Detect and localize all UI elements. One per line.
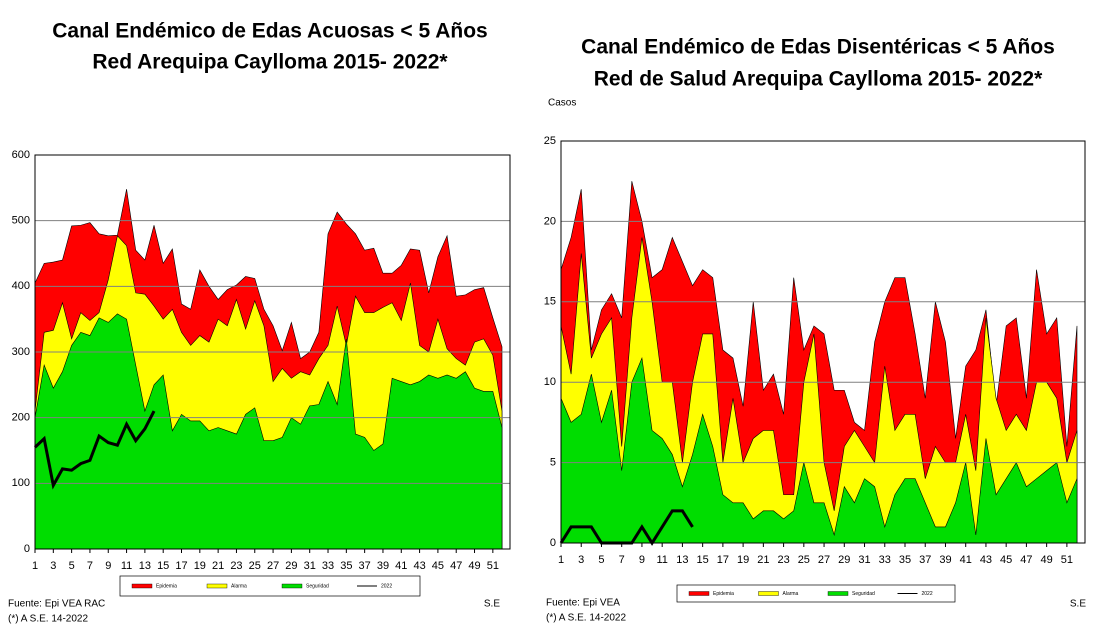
legend-box xyxy=(119,575,421,597)
x-tick-label: 15 xyxy=(697,554,709,566)
x-tick-label: 51 xyxy=(1061,554,1073,566)
chart-title: Canal Endémico de Edas Acuosas < 5 Años xyxy=(52,20,488,43)
y-tick-label: 5 xyxy=(550,457,556,469)
source: Fuente: Epi VEA RAC xyxy=(8,599,105,610)
x-axis-label: S.E xyxy=(484,599,500,610)
legend-swatch xyxy=(827,591,849,596)
x-tick-label: 37 xyxy=(359,560,371,572)
note: (*) A S.E. 14-2022 xyxy=(8,614,88,625)
x-tick-label: 23 xyxy=(777,554,789,566)
x-tick-label: 21 xyxy=(757,554,769,566)
legend-label: Alarma xyxy=(231,583,247,589)
y-tick-label: 500 xyxy=(12,215,30,227)
plot-frame xyxy=(34,154,511,550)
x-tick-label: 41 xyxy=(395,560,407,572)
x-tick-label: 49 xyxy=(468,560,480,572)
y-tick-label: 25 xyxy=(544,135,556,147)
y-tick-label: 400 xyxy=(12,280,30,292)
y-axis-label: Casos xyxy=(548,98,576,109)
legend-label: 2022 xyxy=(922,591,933,597)
y-tick-label: 15 xyxy=(544,296,556,308)
x-tick-label: 47 xyxy=(450,560,462,572)
chart-title: Canal Endémico de Edas Disentéricas < 5 … xyxy=(581,36,1055,59)
x-tick-label: 29 xyxy=(285,560,297,572)
y-tick-label: 0 xyxy=(550,537,556,549)
x-tick-label: 19 xyxy=(737,554,749,566)
x-tick-label: 35 xyxy=(899,554,911,566)
y-tick-label: 10 xyxy=(544,376,556,388)
x-tick-label: 11 xyxy=(121,560,132,572)
x-tick-label: 41 xyxy=(960,554,972,566)
x-tick-label: 33 xyxy=(322,560,334,572)
x-tick-label: 9 xyxy=(639,554,645,566)
x-tick-label: 3 xyxy=(578,554,584,566)
y-tick-label: 0 xyxy=(24,543,30,555)
x-axis-label: S.E xyxy=(1070,599,1086,610)
area xyxy=(34,313,503,550)
x-tick-label: 51 xyxy=(487,560,499,572)
source: Fuente: Epi VEA xyxy=(546,598,620,609)
x-tick-label: 33 xyxy=(879,554,891,566)
note: (*) A S.E. 14-2022 xyxy=(546,613,626,624)
legend-label: Seguridad xyxy=(852,591,875,597)
x-tick-label: 17 xyxy=(175,560,187,572)
x-tick-label: 43 xyxy=(980,554,992,566)
x-tick-label: 45 xyxy=(432,560,444,572)
x-tick-label: 47 xyxy=(1020,554,1032,566)
chart-subtitle: Red Arequipa Caylloma 2015- 2022* xyxy=(92,51,448,74)
x-tick-label: 25 xyxy=(798,554,810,566)
x-tick-label: 25 xyxy=(249,560,261,572)
x-tick-label: 3 xyxy=(50,560,56,572)
y-tick-label: 100 xyxy=(12,477,30,489)
x-tick-label: 5 xyxy=(598,554,604,566)
x-tick-label: 9 xyxy=(105,560,111,572)
legend-label: Epidemia xyxy=(713,591,734,597)
legend-label: Alarma xyxy=(783,591,799,597)
x-tick-label: 7 xyxy=(87,560,93,572)
y-tick-label: 300 xyxy=(12,346,30,358)
x-tick-label: 37 xyxy=(919,554,931,566)
x-tick-label: 19 xyxy=(194,560,206,572)
x-tick-label: 21 xyxy=(212,560,224,572)
x-tick-label: 31 xyxy=(304,560,316,572)
legend-swatch xyxy=(131,583,153,589)
x-tick-label: 5 xyxy=(69,560,75,572)
line xyxy=(33,410,156,490)
legend-swatch xyxy=(758,591,779,596)
y-tick-label: 600 xyxy=(12,149,30,161)
x-tick-label: 49 xyxy=(1041,554,1053,566)
legend-label: 2022 xyxy=(381,583,392,589)
x-tick-label: 1 xyxy=(32,560,38,572)
area xyxy=(560,356,1078,544)
x-tick-label: 43 xyxy=(413,560,425,572)
y-tick-label: 200 xyxy=(12,412,30,424)
x-tick-label: 15 xyxy=(157,560,169,572)
x-tick-label: 29 xyxy=(838,554,850,566)
legend-label: Epidemia xyxy=(156,583,177,589)
chart-subtitle: Red de Salud Arequipa Caylloma 2015- 202… xyxy=(594,68,1043,91)
legend-swatch xyxy=(688,591,710,596)
x-tick-label: 7 xyxy=(619,554,625,566)
x-tick-label: 11 xyxy=(656,554,667,566)
y-tick-label: 20 xyxy=(544,215,556,227)
x-tick-label: 45 xyxy=(1000,554,1012,566)
x-tick-label: 17 xyxy=(717,554,729,566)
legend-swatch xyxy=(206,583,228,589)
legend-box xyxy=(676,584,956,603)
x-tick-label: 39 xyxy=(939,554,951,566)
x-tick-label: 1 xyxy=(558,554,564,566)
x-tick-label: 35 xyxy=(340,560,352,572)
legend-label: Seguridad xyxy=(306,583,329,589)
legend-swatch xyxy=(281,583,303,589)
x-tick-label: 31 xyxy=(858,554,870,566)
x-tick-label: 27 xyxy=(818,554,830,566)
x-tick-label: 13 xyxy=(676,554,688,566)
x-tick-label: 13 xyxy=(139,560,151,572)
plot-frame xyxy=(560,140,1086,544)
x-tick-label: 39 xyxy=(377,560,389,572)
x-tick-label: 23 xyxy=(230,560,242,572)
x-tick-label: 27 xyxy=(267,560,279,572)
